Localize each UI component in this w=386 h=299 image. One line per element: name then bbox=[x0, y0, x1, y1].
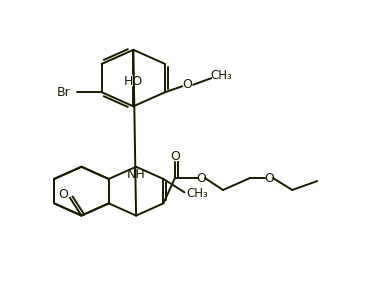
Text: CH₃: CH₃ bbox=[186, 187, 208, 200]
Text: O: O bbox=[58, 188, 68, 201]
Text: Br: Br bbox=[56, 86, 70, 99]
Text: CH₃: CH₃ bbox=[210, 69, 232, 82]
Text: HO: HO bbox=[124, 74, 143, 88]
Text: O: O bbox=[182, 78, 192, 91]
Text: O: O bbox=[196, 172, 206, 184]
Text: NH: NH bbox=[127, 168, 146, 181]
Text: O: O bbox=[264, 172, 274, 184]
Text: O: O bbox=[170, 150, 180, 163]
